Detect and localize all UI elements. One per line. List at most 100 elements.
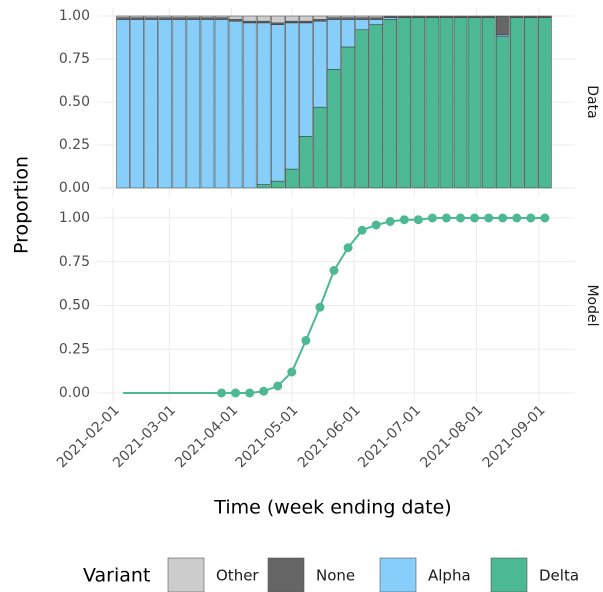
y-tick-label: 0.25 <box>59 341 90 357</box>
strip-label: Data <box>584 85 600 118</box>
bar-segment <box>228 20 243 189</box>
bar-segment <box>130 19 144 189</box>
bar-segment <box>285 15 299 22</box>
legend-key <box>490 557 528 592</box>
bar-segment <box>242 22 257 189</box>
y-axis-title: Proportion <box>11 156 33 254</box>
bar-segment <box>242 15 257 22</box>
bar-segment <box>228 15 243 20</box>
bar-segment <box>355 17 369 20</box>
model-point <box>273 381 283 391</box>
bar-segment <box>186 19 201 189</box>
y-tick-label: 1.00 <box>59 210 90 226</box>
bar-segment <box>369 24 383 189</box>
model-point <box>371 220 381 230</box>
bar-segment <box>299 15 313 22</box>
legend-key <box>379 557 417 592</box>
x-tick-label: 2021-08-01 <box>417 402 486 471</box>
model-point <box>385 217 395 226</box>
model-point <box>357 225 367 235</box>
legend-label: Other <box>216 567 259 585</box>
bar-segment <box>355 15 369 18</box>
bar-segment <box>327 69 341 189</box>
bar-segment <box>116 19 130 189</box>
bar-segment <box>172 15 187 18</box>
bar-segment <box>256 15 271 22</box>
x-tick-label: 2021-06-01 <box>295 402 364 471</box>
bar-segment <box>116 17 130 20</box>
bar-segment <box>313 19 327 22</box>
x-tick-label: 2021-09-01 <box>480 402 549 471</box>
bar-segment <box>411 17 426 189</box>
bar-segment <box>158 19 173 189</box>
model-point <box>329 266 339 275</box>
bar-segment <box>467 15 482 18</box>
bar-segment <box>130 17 144 20</box>
bar-segment <box>327 17 341 20</box>
bar-segment <box>369 17 383 20</box>
bar-segment <box>341 46 355 189</box>
model-point <box>231 388 241 398</box>
x-tick-label: 2021-04-01 <box>172 402 241 471</box>
strip-label: Model <box>584 284 600 326</box>
bar-segment <box>313 106 327 189</box>
model-point <box>540 213 550 223</box>
y-tick-label: 0.00 <box>59 385 90 401</box>
bar-segment <box>256 20 271 24</box>
bar-segment <box>285 168 299 189</box>
model-point <box>484 213 494 223</box>
bar-segment <box>439 15 454 18</box>
bar-segment <box>158 15 173 18</box>
model-point <box>413 215 423 225</box>
bar-segment <box>299 136 313 189</box>
bar-segment <box>144 19 159 189</box>
bar-segment <box>481 17 496 189</box>
bar-segment <box>214 17 229 20</box>
model-point <box>470 213 480 223</box>
legend-label: Delta <box>539 567 579 585</box>
y-tick-label: 1.00 <box>59 8 90 24</box>
bar-segment <box>383 19 398 189</box>
bar-segment <box>172 19 187 189</box>
bar-segment <box>256 22 271 185</box>
bar-segment <box>383 17 398 20</box>
x-tick-label: 2021-07-01 <box>355 402 424 471</box>
bar-segment <box>425 15 440 18</box>
bar-segment <box>313 20 327 108</box>
y-tick-label: 0.50 <box>59 94 90 110</box>
legend-title: Variant <box>83 565 150 587</box>
bar-segment <box>341 17 355 20</box>
bar-segment <box>495 36 510 189</box>
bar-segment <box>200 19 215 189</box>
bar-segment <box>369 15 383 18</box>
bar-segment <box>327 19 341 70</box>
legend-label: None <box>316 567 355 585</box>
x-tick-label: 2021-05-01 <box>233 402 302 471</box>
bar-segment <box>327 15 341 18</box>
bar-segment <box>158 17 173 20</box>
legend-key <box>267 557 305 592</box>
model-point <box>343 243 353 253</box>
bar-segment <box>509 17 524 189</box>
y-tick-label: 0.75 <box>59 254 90 270</box>
bar-segment <box>411 15 426 18</box>
bar-segment <box>538 15 552 18</box>
bar-segment <box>200 17 215 20</box>
model-point <box>245 388 255 398</box>
model-point <box>301 336 311 345</box>
bar-segment <box>453 17 468 189</box>
bar-segment <box>299 20 313 24</box>
bar-segment <box>200 15 215 18</box>
bar-segment <box>214 15 229 18</box>
bar-segment <box>270 15 285 24</box>
bar-segment <box>397 15 412 18</box>
bar-segment <box>355 29 369 189</box>
model-point <box>427 213 437 223</box>
bar-segment <box>313 15 327 20</box>
bar-segment <box>467 17 482 189</box>
bar-segment <box>495 34 510 37</box>
y-tick-label: 0.75 <box>59 51 90 67</box>
bar-segment <box>270 24 285 182</box>
bar-segment <box>242 20 257 24</box>
